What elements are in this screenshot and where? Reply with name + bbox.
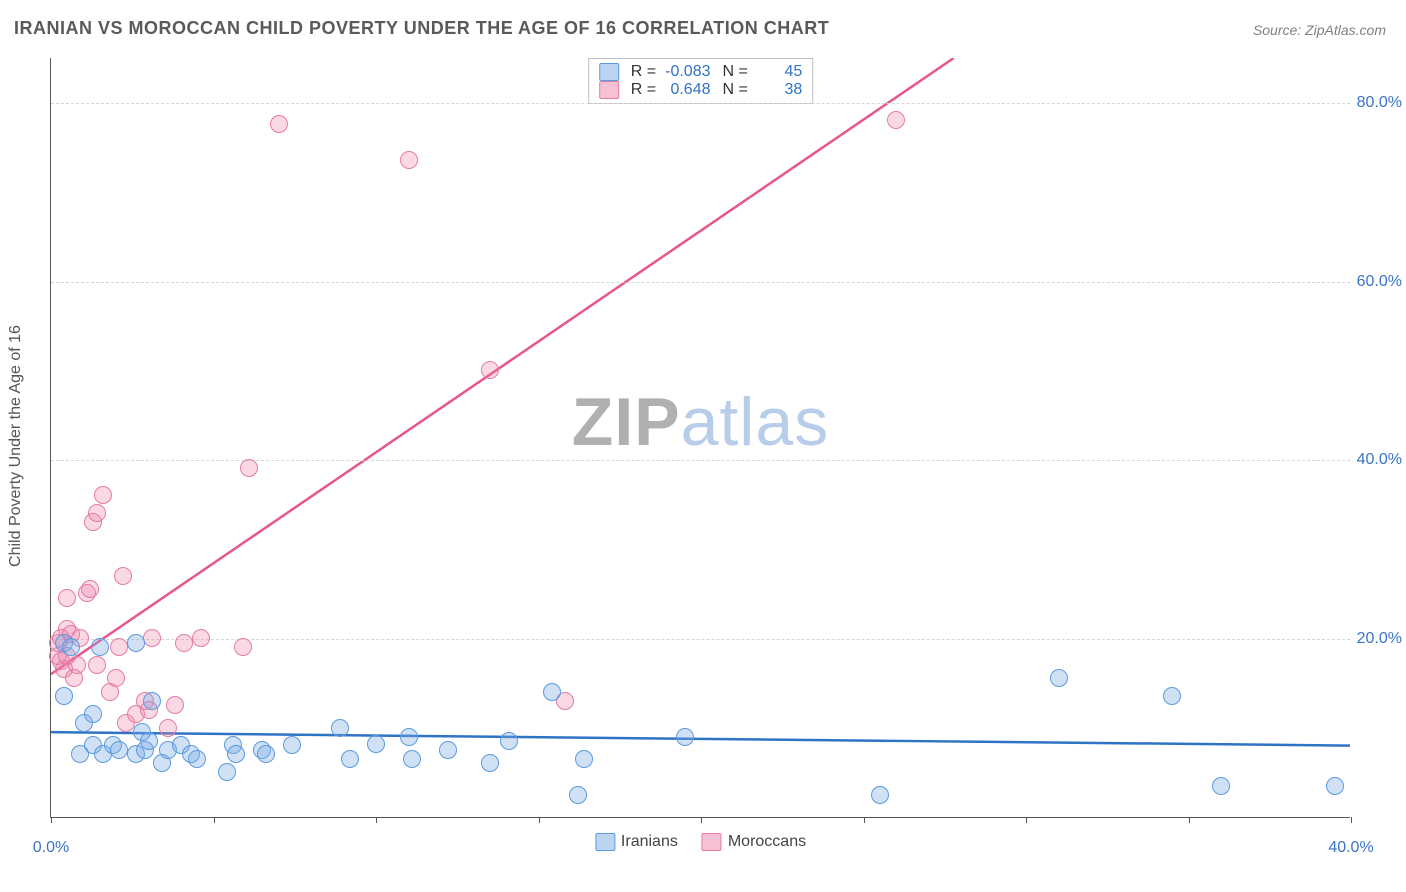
x-tick — [1189, 817, 1190, 823]
scatter-point-moroccans — [166, 696, 184, 714]
scatter-point-iranians — [143, 692, 161, 710]
watermark-atlas: atlas — [681, 384, 830, 460]
scatter-point-iranians — [500, 732, 518, 750]
scatter-point-moroccans — [88, 656, 106, 674]
swatch-pink-icon — [702, 833, 722, 851]
scatter-point-moroccans — [143, 629, 161, 647]
scatter-point-iranians — [140, 732, 158, 750]
x-tick — [1351, 817, 1352, 823]
scatter-point-iranians — [84, 705, 102, 723]
scatter-point-iranians — [257, 745, 275, 763]
scatter-point-moroccans — [234, 638, 252, 656]
scatter-point-moroccans — [114, 567, 132, 585]
scatter-point-iranians — [127, 634, 145, 652]
x-tick — [376, 817, 377, 823]
scatter-point-iranians — [331, 719, 349, 737]
watermark: ZIPatlas — [572, 383, 829, 461]
scatter-point-iranians — [439, 741, 457, 759]
scatter-point-moroccans — [270, 115, 288, 133]
scatter-point-moroccans — [68, 656, 86, 674]
series-legend: Iranians Moroccans — [595, 833, 806, 851]
scatter-point-iranians — [403, 750, 421, 768]
scatter-point-iranians — [400, 728, 418, 746]
scatter-point-moroccans — [159, 719, 177, 737]
scatter-point-moroccans — [88, 504, 106, 522]
scatter-point-iranians — [55, 687, 73, 705]
scatter-point-iranians — [481, 754, 499, 772]
scatter-point-iranians — [62, 638, 80, 656]
scatter-point-moroccans — [240, 459, 258, 477]
x-tick — [864, 817, 865, 823]
swatch-blue-icon — [595, 833, 615, 851]
scatter-point-iranians — [1326, 777, 1344, 795]
chart-container: IRANIAN VS MOROCCAN CHILD POVERTY UNDER … — [0, 0, 1406, 892]
chart-title: IRANIAN VS MOROCCAN CHILD POVERTY UNDER … — [14, 18, 829, 39]
scatter-point-iranians — [871, 786, 889, 804]
scatter-point-iranians — [1050, 669, 1068, 687]
scatter-point-iranians — [227, 745, 245, 763]
legend-label: Moroccans — [728, 833, 806, 851]
scatter-point-moroccans — [400, 151, 418, 169]
x-tick — [1026, 817, 1027, 823]
plot-area: ZIPatlas R = -0.083 N = 45 R = 0.648 N =… — [50, 58, 1350, 818]
scatter-point-iranians — [188, 750, 206, 768]
y-axis-label: Child Poverty Under the Age of 16 — [7, 325, 25, 567]
y-tick-label: 40.0% — [1332, 451, 1402, 469]
scatter-point-iranians — [676, 728, 694, 746]
gridline-h — [51, 282, 1350, 283]
scatter-point-moroccans — [887, 111, 905, 129]
x-tick — [539, 817, 540, 823]
legend-iranians: Iranians — [595, 833, 678, 851]
swatch-blue-icon — [599, 63, 619, 81]
gridline-h — [51, 103, 1350, 104]
swatch-pink-icon — [599, 81, 619, 99]
scatter-point-moroccans — [81, 580, 99, 598]
scatter-point-iranians — [569, 786, 587, 804]
scatter-point-moroccans — [481, 361, 499, 379]
scatter-point-iranians — [543, 683, 561, 701]
x-tick-label: 0.0% — [33, 839, 69, 857]
stats-row-iranians: R = -0.083 N = 45 — [599, 63, 803, 81]
scatter-point-moroccans — [192, 629, 210, 647]
source-attribution: Source: ZipAtlas.com — [1253, 22, 1386, 38]
scatter-point-iranians — [218, 763, 236, 781]
legend-label: Iranians — [621, 833, 678, 851]
scatter-point-moroccans — [58, 589, 76, 607]
scatter-point-iranians — [71, 745, 89, 763]
legend-moroccans: Moroccans — [702, 833, 806, 851]
scatter-point-iranians — [283, 736, 301, 754]
stats-legend: R = -0.083 N = 45 R = 0.648 N = 38 — [588, 58, 814, 104]
x-tick-label: 40.0% — [1328, 839, 1373, 857]
y-tick-label: 60.0% — [1332, 273, 1402, 291]
stats-row-moroccans: R = 0.648 N = 38 — [599, 81, 803, 99]
trend-lines — [51, 58, 1350, 817]
y-tick-label: 80.0% — [1332, 94, 1402, 112]
x-tick — [701, 817, 702, 823]
scatter-point-iranians — [1163, 687, 1181, 705]
watermark-zip: ZIP — [572, 384, 681, 460]
x-tick — [214, 817, 215, 823]
scatter-point-moroccans — [107, 669, 125, 687]
scatter-point-iranians — [575, 750, 593, 768]
scatter-point-iranians — [1212, 777, 1230, 795]
scatter-point-iranians — [110, 741, 128, 759]
scatter-point-moroccans — [94, 486, 112, 504]
scatter-point-iranians — [91, 638, 109, 656]
y-tick-label: 20.0% — [1332, 630, 1402, 648]
x-tick — [51, 817, 52, 823]
scatter-point-iranians — [367, 735, 385, 753]
scatter-point-iranians — [341, 750, 359, 768]
